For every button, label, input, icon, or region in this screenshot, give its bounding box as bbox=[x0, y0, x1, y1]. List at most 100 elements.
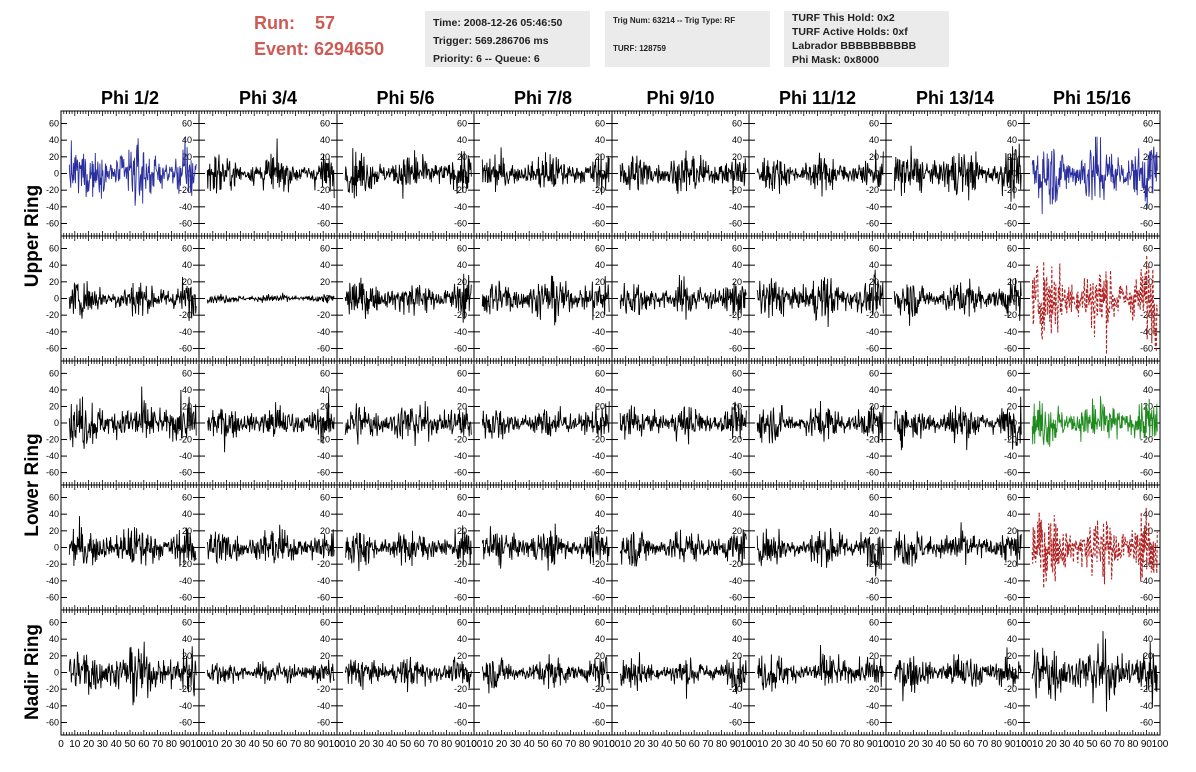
y-tick-label: 60 bbox=[49, 119, 59, 129]
waveform-trace bbox=[1031, 255, 1158, 355]
y-tick-label: -20 bbox=[46, 559, 59, 569]
y-tick-label: 60 bbox=[320, 493, 330, 503]
y-tick-label: 60 bbox=[1143, 119, 1153, 129]
y-tick-label: -20 bbox=[866, 185, 879, 195]
y-tick-label: -40 bbox=[46, 327, 59, 337]
waveform-trace bbox=[481, 654, 610, 694]
y-tick-label: -60 bbox=[1004, 219, 1017, 229]
y-tick-label: -60 bbox=[317, 219, 330, 229]
x-tick-label: 60 bbox=[276, 739, 288, 750]
phi-mask-text: Phi Mask: 0x8000 bbox=[792, 54, 879, 66]
y-tick-label: -20 bbox=[866, 559, 879, 569]
y-tick-label: 40 bbox=[1007, 509, 1017, 519]
waveform-trace bbox=[344, 525, 472, 572]
y-tick-label: -60 bbox=[866, 718, 879, 728]
y-tick-label: -40 bbox=[866, 576, 879, 586]
x-tick-label: 100 bbox=[191, 739, 208, 750]
y-tick-label: -40 bbox=[1004, 451, 1017, 461]
y-tick-label: -20 bbox=[317, 185, 330, 195]
x-tick-label: 90 bbox=[318, 739, 330, 750]
y-tick-label: 0 bbox=[54, 418, 59, 428]
y-tick-label: -40 bbox=[179, 451, 192, 461]
y-tick-label: -20 bbox=[179, 435, 192, 445]
y-tick-label: -20 bbox=[866, 684, 879, 694]
y-tick-label: 20 bbox=[1007, 401, 1017, 411]
y-tick-label: 40 bbox=[869, 509, 879, 519]
y-tick-label: 60 bbox=[595, 244, 605, 254]
y-tick-label: -40 bbox=[729, 576, 742, 586]
run-event-box: Run: 57 Event: 6294650 bbox=[254, 10, 424, 62]
y-tick-label: -60 bbox=[1140, 468, 1153, 478]
waveform-trace bbox=[1031, 507, 1158, 589]
y-tick-label: 0 bbox=[462, 169, 467, 179]
y-tick-label: -40 bbox=[317, 576, 330, 586]
x-tick-label: 40 bbox=[111, 739, 123, 750]
y-tick-label: 20 bbox=[182, 401, 192, 411]
waveform-trace bbox=[1031, 396, 1158, 447]
waveform-trace bbox=[893, 277, 1022, 326]
x-tick-label: 80 bbox=[853, 739, 865, 750]
y-tick-label: -40 bbox=[454, 327, 467, 337]
y-tick-label: 40 bbox=[457, 260, 467, 270]
y-tick-label: 60 bbox=[732, 368, 742, 378]
x-tick-label: 20 bbox=[83, 739, 95, 750]
y-tick-label: -40 bbox=[179, 701, 192, 711]
waveform-trace bbox=[757, 644, 884, 692]
y-tick-label: 20 bbox=[869, 526, 879, 536]
y-tick-label: -60 bbox=[1140, 593, 1153, 603]
y-tick-label: 40 bbox=[595, 135, 605, 145]
x-tick-label: 100 bbox=[466, 739, 483, 750]
y-tick-label: -40 bbox=[1140, 451, 1153, 461]
y-tick-label: -20 bbox=[729, 559, 742, 569]
x-tick-label: 10 bbox=[482, 739, 494, 750]
y-tick-label: 20 bbox=[595, 152, 605, 162]
x-tick-label: 50 bbox=[537, 739, 549, 750]
waveform-trace bbox=[344, 148, 472, 199]
x-tick-label: 0 bbox=[196, 739, 202, 750]
y-tick-label: -20 bbox=[729, 185, 742, 195]
y-tick-label: 20 bbox=[457, 277, 467, 287]
y-tick-label: 20 bbox=[182, 651, 192, 661]
y-tick-label: -60 bbox=[866, 219, 879, 229]
y-tick-label: -40 bbox=[454, 451, 467, 461]
waveform-trace bbox=[619, 150, 747, 195]
row-label: Nadir Ring bbox=[22, 624, 43, 720]
y-tick-label: -60 bbox=[179, 718, 192, 728]
y-tick-label: -40 bbox=[317, 202, 330, 212]
y-tick-label: 60 bbox=[869, 244, 879, 254]
y-tick-label: 40 bbox=[49, 260, 59, 270]
y-tick-label: 0 bbox=[737, 169, 742, 179]
y-tick-label: -40 bbox=[1140, 576, 1153, 586]
y-tick-label: -40 bbox=[866, 451, 879, 461]
row-label: Upper Ring bbox=[22, 185, 43, 287]
y-tick-label: -60 bbox=[729, 344, 742, 354]
y-tick-label: -40 bbox=[46, 202, 59, 212]
y-tick-label: -60 bbox=[46, 718, 59, 728]
y-tick-label: -20 bbox=[1140, 310, 1153, 320]
x-tick-label: 80 bbox=[304, 739, 316, 750]
x-tick-label: 10 bbox=[207, 739, 219, 750]
y-tick-label: -60 bbox=[454, 344, 467, 354]
y-tick-label: 20 bbox=[49, 401, 59, 411]
y-tick-label: 0 bbox=[874, 418, 879, 428]
y-tick-label: 0 bbox=[54, 294, 59, 304]
x-tick-label: 40 bbox=[798, 739, 810, 750]
y-tick-label: 20 bbox=[732, 651, 742, 661]
y-tick-label: -60 bbox=[46, 593, 59, 603]
y-tick-label: 60 bbox=[1143, 368, 1153, 378]
y-tick-label: 60 bbox=[320, 618, 330, 628]
y-tick-label: -20 bbox=[729, 435, 742, 445]
y-tick-label: -20 bbox=[1004, 559, 1017, 569]
y-tick-label: -40 bbox=[1004, 701, 1017, 711]
event-row: Event: 6294650 bbox=[254, 36, 424, 62]
y-tick-label: 40 bbox=[732, 385, 742, 395]
y-tick-label: 40 bbox=[49, 509, 59, 519]
y-tick-label: -20 bbox=[592, 310, 605, 320]
y-tick-label: -60 bbox=[179, 468, 192, 478]
